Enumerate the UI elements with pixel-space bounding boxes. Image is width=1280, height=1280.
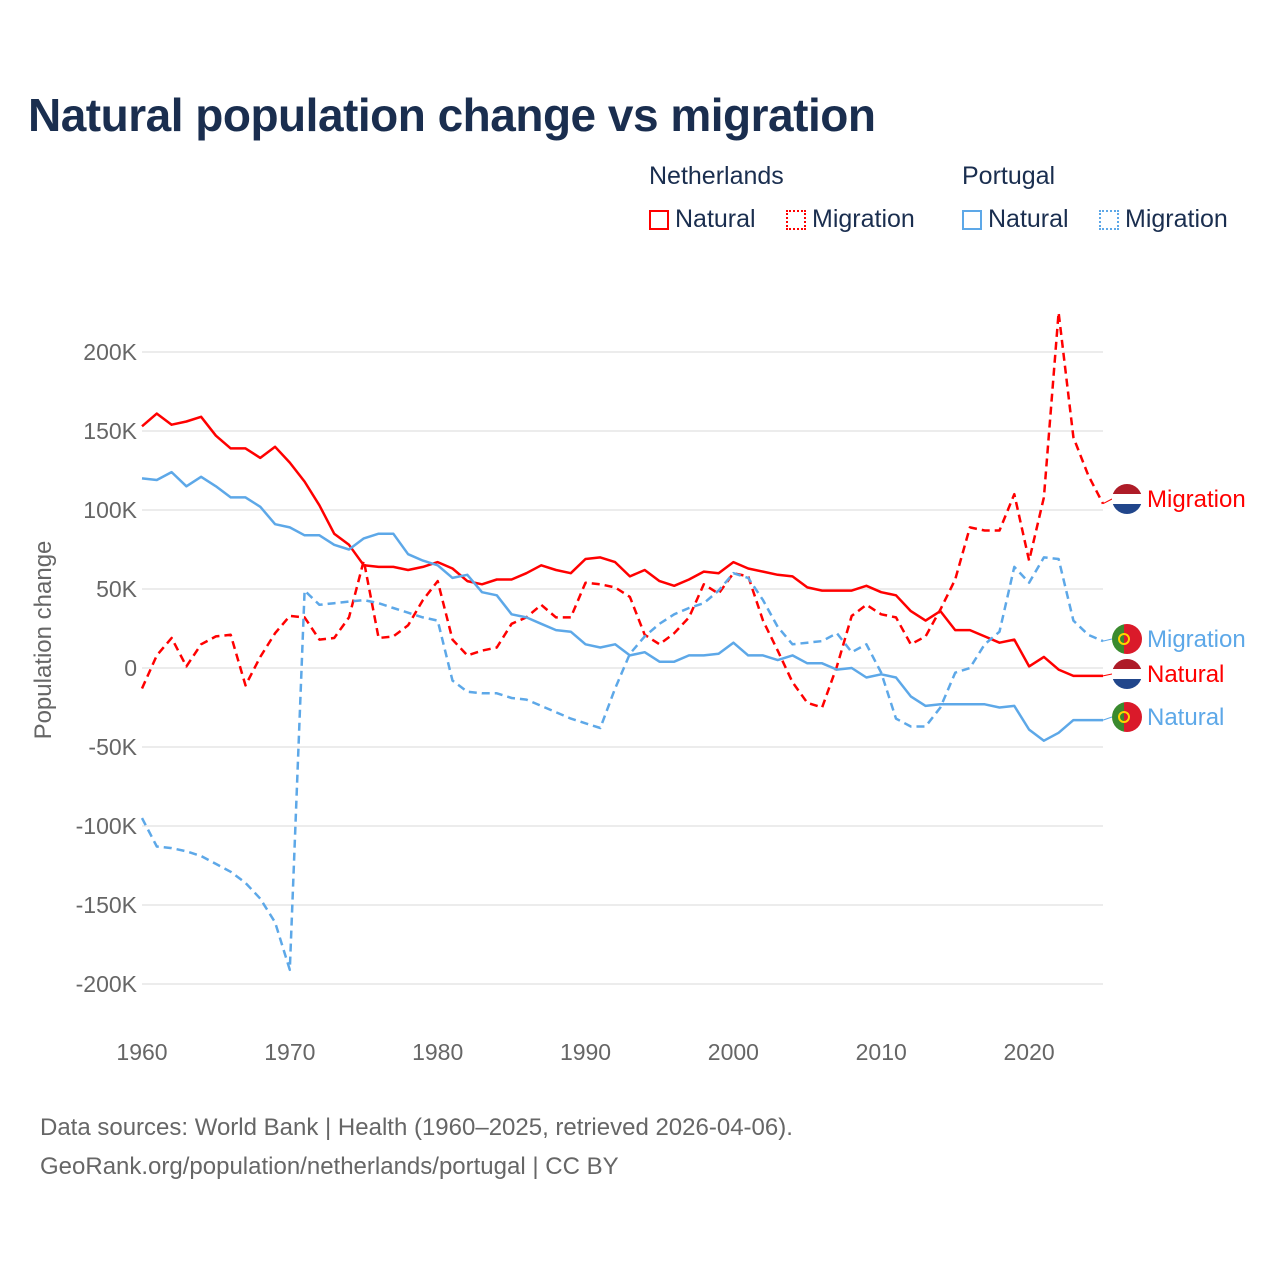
- series-line-netherlands-migration: [140, 311, 1105, 709]
- series-end-label: Migration: [1147, 626, 1246, 653]
- y-axis-label: Population change: [30, 541, 57, 740]
- x-tick-label: 1980: [412, 1039, 463, 1065]
- series-end-label: Migration: [1147, 486, 1246, 513]
- y-tick-label: 0: [124, 655, 137, 681]
- legend-group-netherlands: Netherlands: [649, 162, 784, 190]
- y-tick-label: -50K: [88, 734, 137, 760]
- series-line-portugal-natural: [141, 470, 1103, 742]
- y-tick-label: 200K: [83, 339, 137, 365]
- legend-label: Migration: [812, 205, 915, 233]
- legend-nl-migration[interactable]: Migration: [786, 205, 915, 234]
- x-tick-label: 1970: [264, 1039, 315, 1065]
- legend-pt-natural[interactable]: Natural: [962, 205, 1069, 234]
- legend-label: Migration: [1125, 205, 1228, 233]
- legend-swatch-dotted: [1099, 209, 1119, 230]
- legend-swatch-solid: [649, 209, 669, 230]
- footer-link[interactable]: GeoRank.org/population/netherlands/portu…: [40, 1153, 619, 1180]
- series-line-netherlands-natural: [141, 412, 1103, 678]
- footer: Data sources: World Bank | Health (1960–…: [40, 1108, 793, 1186]
- chart-title: Natural population change vs migration: [28, 89, 876, 141]
- label-connector: [1102, 716, 1113, 721]
- netherlands-flag-icon: [1112, 659, 1142, 689]
- series-end-label: Natural: [1147, 704, 1224, 731]
- label-connector: [1102, 673, 1113, 677]
- legend-swatch-dotted: [786, 209, 806, 230]
- x-tick-label: 2020: [1003, 1039, 1054, 1065]
- legend-label: Natural: [675, 205, 756, 233]
- x-tick-label: 1960: [116, 1039, 167, 1065]
- y-tick-label: 150K: [83, 418, 137, 444]
- x-tick-label: 2010: [856, 1039, 907, 1065]
- series-line-portugal-migration: [140, 556, 1104, 972]
- portugal-flag-icon: [1112, 702, 1142, 732]
- legend-swatch-solid: [962, 209, 982, 230]
- series-end-label: Natural: [1147, 661, 1224, 688]
- label-connector: [1102, 638, 1113, 642]
- netherlands-flag-icon: [1112, 484, 1142, 514]
- y-tick-label: -200K: [76, 971, 138, 997]
- label-connector: [1102, 498, 1113, 505]
- y-tick-label: 100K: [83, 497, 137, 523]
- portugal-flag-icon: [1112, 624, 1142, 654]
- y-tick-label: -100K: [76, 813, 138, 839]
- legend-group-portugal: Portugal: [962, 162, 1056, 190]
- legend-pt-migration[interactable]: Migration: [1099, 205, 1228, 234]
- y-tick-label: 50K: [96, 576, 138, 602]
- x-tick-label: 2000: [708, 1039, 759, 1065]
- footer-sources: Data sources: World Bank | Health (1960–…: [40, 1114, 793, 1141]
- x-tick-label: 1990: [560, 1039, 611, 1065]
- legend-label: Natural: [988, 205, 1069, 233]
- legend-nl-natural[interactable]: Natural: [649, 205, 756, 234]
- y-tick-label: -150K: [76, 892, 138, 918]
